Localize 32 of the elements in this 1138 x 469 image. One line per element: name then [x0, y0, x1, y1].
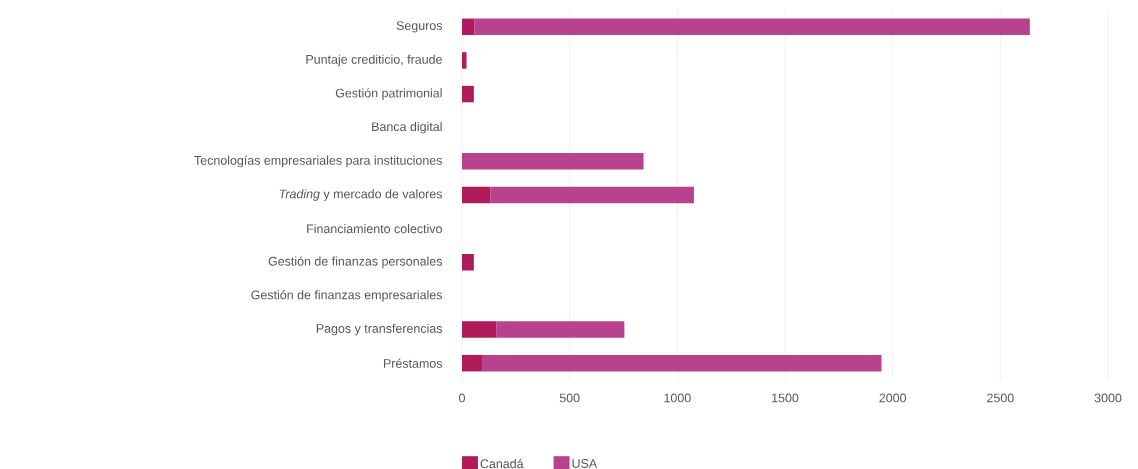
y-tick-label: Pagos y transferencias — [316, 323, 443, 336]
legend-label: Canadá — [480, 458, 524, 469]
y-tick-label: Financiamiento colectivo — [307, 224, 442, 234]
y-tick-label: Gestión de finanzas personales — [268, 256, 443, 269]
x-tick-label: 1000 — [664, 393, 691, 403]
x-tick-label: 3000 — [1094, 393, 1122, 403]
bar — [482, 354, 882, 372]
bar — [462, 321, 497, 338]
y-tick-label: Gestión patrimonial — [335, 88, 442, 100]
x-tick-label: 0 — [459, 393, 465, 403]
bar — [490, 186, 694, 204]
bar — [462, 354, 483, 372]
x-tick-label: 2500 — [987, 393, 1014, 403]
x-tick-label: 2000 — [879, 393, 907, 403]
y-tick-label: Gestión de finanzas empresariales — [251, 290, 442, 302]
bar — [462, 153, 644, 170]
y-tick-label: Seguros — [396, 21, 443, 33]
bar — [496, 321, 625, 338]
x-tick-label: 1500 — [772, 393, 799, 403]
y-tick-label: Puntaje crediticio, fraude — [306, 54, 442, 67]
y-tick-label: Préstamos — [383, 358, 443, 368]
y-tick-label: Tecnologías empresariales para instituciones — [194, 155, 442, 168]
bar — [462, 254, 474, 271]
legend-label: USA — [572, 459, 598, 468]
bar — [462, 18, 475, 36]
y-tick-label: Banca digital — [372, 121, 442, 134]
bar — [474, 18, 1030, 36]
x-tick-label: 500 — [559, 393, 580, 403]
bar — [462, 52, 467, 69]
y-tick-label: Trading y mercado de valores — [279, 189, 443, 201]
bar — [462, 85, 474, 103]
bar — [462, 186, 491, 204]
